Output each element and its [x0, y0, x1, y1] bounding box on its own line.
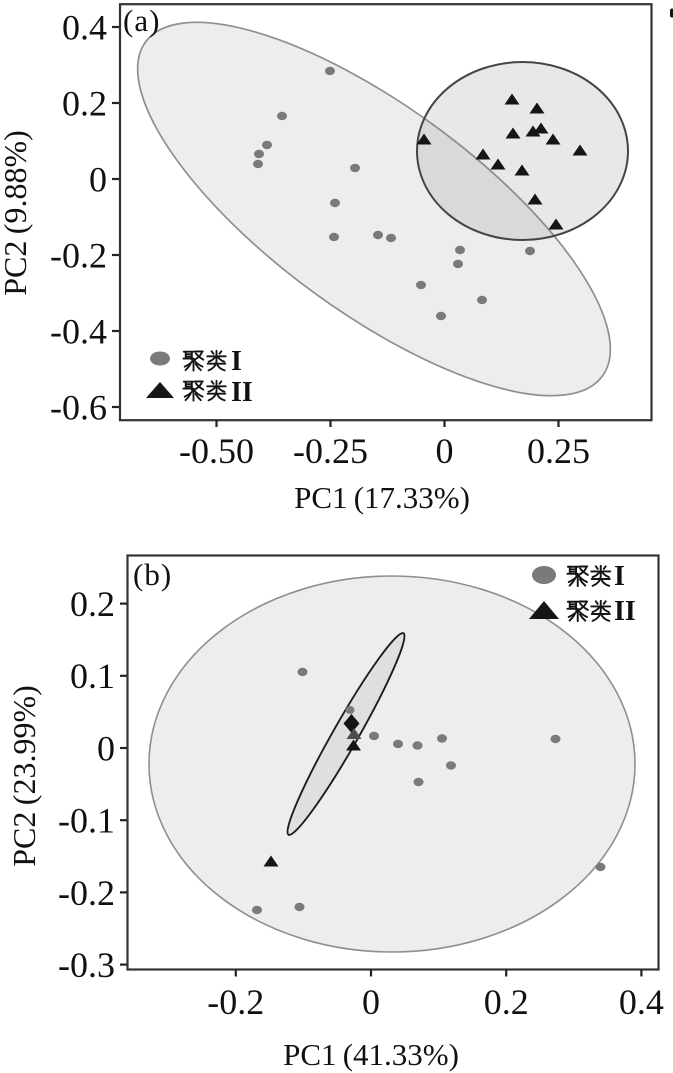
svg-text:-0.4: -0.4 — [50, 312, 107, 352]
svg-text:0.2: 0.2 — [62, 84, 107, 124]
svg-text:0: 0 — [436, 431, 454, 471]
svg-text:I: I — [231, 346, 242, 377]
svg-text:II: II — [614, 596, 636, 627]
svg-text:PC1 (41.33%): PC1 (41.33%) — [283, 1037, 459, 1072]
svg-text:(b): (b) — [133, 557, 172, 592]
svg-text:-0.3: -0.3 — [58, 945, 115, 985]
svg-text:0.2: 0.2 — [484, 982, 529, 1022]
svg-text:-0.2: -0.2 — [58, 873, 115, 913]
svg-text:-0.2: -0.2 — [50, 236, 107, 276]
svg-text:I: I — [614, 561, 625, 592]
svg-text:-0.1: -0.1 — [58, 801, 115, 841]
svg-text:PC2 (23.99%): PC2 (23.99%) — [6, 685, 42, 867]
svg-text:-0.50: -0.50 — [179, 431, 254, 471]
svg-text:0.2: 0.2 — [70, 584, 115, 624]
svg-text:0: 0 — [97, 728, 115, 768]
svg-text:(a): (a) — [123, 3, 160, 38]
svg-text:II: II — [231, 377, 253, 408]
svg-text:0: 0 — [362, 982, 380, 1022]
svg-text:0.1: 0.1 — [70, 656, 115, 696]
svg-text:0.4: 0.4 — [62, 8, 107, 48]
svg-text:-0.2: -0.2 — [207, 982, 264, 1022]
svg-text:0: 0 — [89, 160, 107, 200]
svg-text:0.25: 0.25 — [527, 431, 590, 471]
svg-text:PC2 (9.88%): PC2 (9.88%) — [0, 130, 33, 296]
svg-text:-0.25: -0.25 — [293, 431, 368, 471]
svg-text:0.4: 0.4 — [619, 982, 664, 1022]
svg-text:-0.6: -0.6 — [50, 388, 107, 428]
svg-text:PC1 (17.33%): PC1 (17.33%) — [294, 480, 470, 515]
